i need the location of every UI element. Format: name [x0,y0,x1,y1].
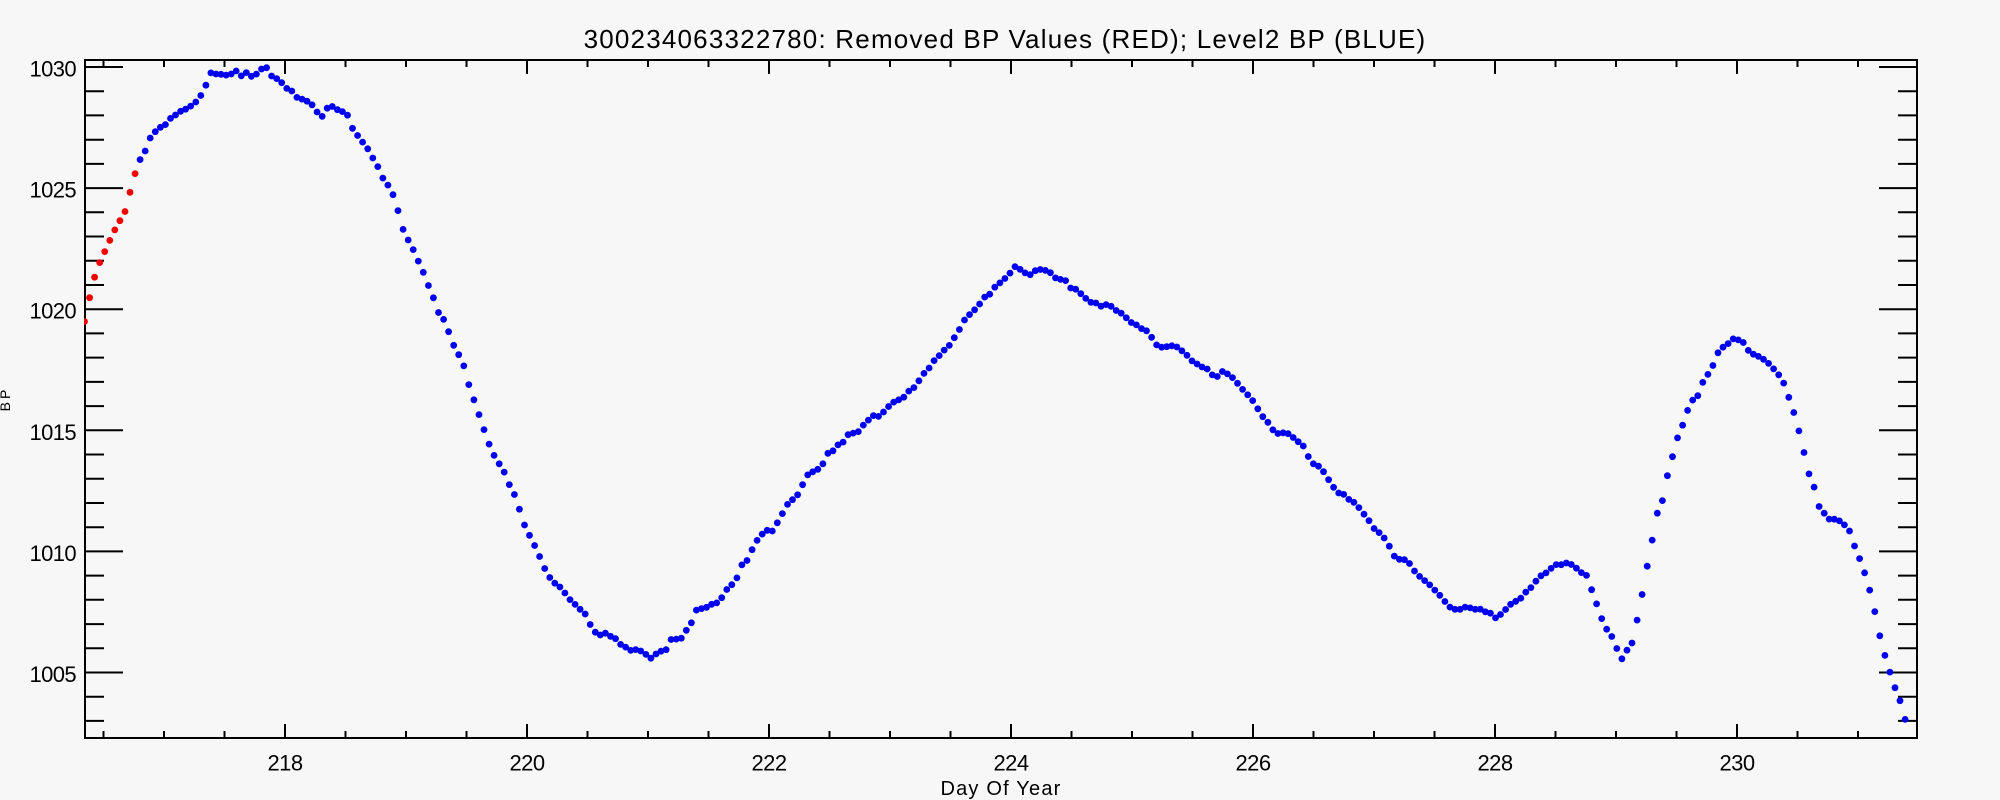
svg-text:1010: 1010 [29,541,76,566]
svg-text:1015: 1015 [29,420,76,445]
svg-text:BP: BP [0,387,13,412]
svg-text:224: 224 [994,751,1029,776]
svg-text:1025: 1025 [29,178,76,203]
svg-text:228: 228 [1478,751,1513,776]
svg-text:Day Of Year: Day Of Year [940,778,1061,800]
svg-text:222: 222 [752,751,787,776]
svg-text:226: 226 [1236,751,1271,776]
svg-text:1030: 1030 [29,57,76,82]
svg-text:1020: 1020 [29,299,76,324]
svg-text:300234063322780: Removed BP Va: 300234063322780: Removed BP Values (RED)… [584,24,1427,54]
svg-text:1005: 1005 [29,662,76,687]
svg-text:220: 220 [510,751,545,776]
svg-text:218: 218 [268,751,303,776]
svg-text:230: 230 [1720,751,1755,776]
